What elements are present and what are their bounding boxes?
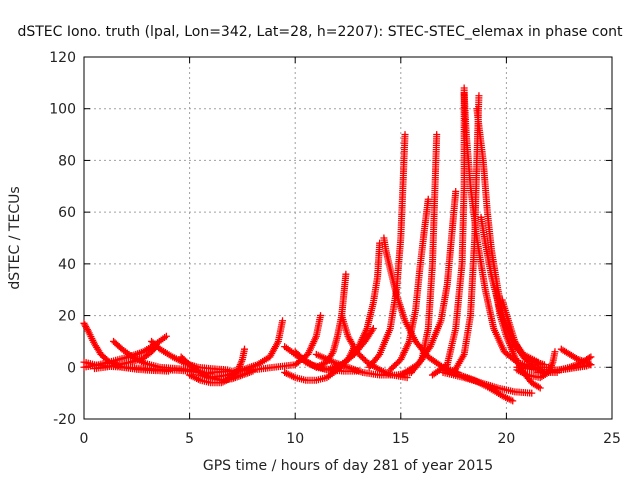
data-series: [492, 286, 544, 392]
x-tick-label: 20: [497, 431, 515, 447]
data-point: [551, 348, 559, 356]
data-points: [80, 84, 595, 405]
data-point: [534, 358, 542, 366]
y-tick-label: 100: [49, 102, 76, 118]
y-axis-label: dSTEC / TECUs: [7, 186, 23, 289]
x-tick-label: 15: [392, 431, 410, 447]
data-point: [403, 374, 411, 382]
data-series: [534, 362, 591, 376]
data-point: [376, 239, 384, 247]
chart-title: dSTEC Iono. truth (lpal, Lon=342, Lat=28…: [17, 24, 623, 40]
y-tick-label: 20: [58, 309, 76, 325]
x-tick-label: 10: [286, 431, 304, 447]
data-point: [162, 332, 170, 340]
data-series: [365, 131, 409, 371]
data-point: [424, 195, 432, 203]
y-tick-label: -20: [53, 412, 76, 428]
x-tick-label: 0: [80, 431, 89, 447]
plot-frame: [83, 56, 613, 420]
data-point: [587, 361, 595, 369]
data-point: [279, 317, 287, 325]
data-series: [386, 195, 432, 374]
x-tick-label: 25: [603, 431, 621, 447]
data-point: [583, 362, 591, 370]
data-point: [585, 354, 593, 362]
y-tick-label: 40: [58, 257, 76, 273]
x-tick-label: 5: [185, 431, 194, 447]
data-point: [433, 131, 441, 139]
data-point: [425, 344, 433, 352]
data-point: [509, 397, 517, 405]
y-tick-label: 80: [58, 153, 76, 169]
y-tick-label: 0: [67, 360, 76, 376]
data-point: [368, 326, 376, 334]
data-point: [374, 352, 382, 360]
data-series: [407, 131, 441, 376]
data-point: [536, 384, 544, 392]
data-point: [401, 131, 409, 139]
data-point: [528, 389, 536, 397]
x-axis-label: GPS time / hours of day 281 of year 2015: [203, 458, 493, 474]
data-series: [333, 239, 384, 371]
data-point: [241, 345, 249, 353]
y-tick-label: 60: [58, 205, 76, 221]
y-tick-label: 120: [49, 50, 76, 66]
data-point: [369, 325, 377, 332]
data-point: [452, 187, 460, 195]
data-series: [439, 368, 536, 397]
data-point: [587, 353, 595, 361]
data-series: [397, 187, 460, 379]
data-point: [317, 312, 325, 320]
data-point: [475, 92, 483, 100]
data-point: [342, 270, 350, 278]
